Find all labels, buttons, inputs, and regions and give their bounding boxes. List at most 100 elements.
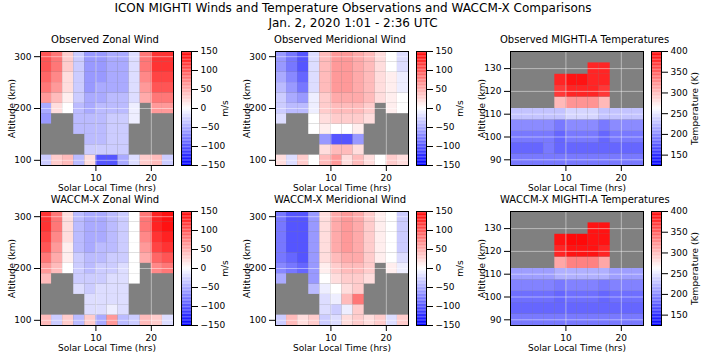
svg-text:300: 300 (671, 248, 688, 258)
svg-text:100: 100 (249, 315, 266, 325)
svg-text:−50: −50 (436, 282, 455, 292)
html-text:WACCM-X Meridional Wind: WACCM-X Meridional Wind (273, 194, 407, 205)
svg-text:300: 300 (671, 88, 688, 98)
svg-text:Solar Local Time (hrs): Solar Local Time (hrs) (293, 183, 391, 193)
svg-text:Solar Local Time (hrs): Solar Local Time (hrs) (528, 343, 626, 353)
svg-text:20: 20 (616, 173, 628, 183)
svg-text:−150: −150 (436, 160, 461, 170)
svg-text:10: 10 (90, 173, 102, 183)
svg-text:90: 90 (490, 155, 502, 165)
svg-text:m/s: m/s (220, 100, 230, 117)
svg-text:20: 20 (146, 173, 158, 183)
svg-text:10: 10 (560, 333, 572, 343)
svg-text:350: 350 (671, 227, 688, 237)
svg-text:Altitude (km): Altitude (km) (477, 79, 487, 138)
svg-text:−100: −100 (201, 141, 226, 151)
svg-text:400: 400 (671, 47, 688, 56)
svg-text:130: 130 (484, 223, 501, 233)
svg-text:110: 110 (484, 109, 501, 119)
svg-text:10: 10 (325, 333, 337, 343)
svg-text:150: 150 (436, 47, 453, 56)
svg-text:150: 150 (671, 150, 688, 160)
svg-text:−50: −50 (201, 122, 220, 132)
svg-text:20: 20 (381, 333, 393, 343)
svg-text:20: 20 (616, 333, 628, 343)
svg-text:90: 90 (490, 315, 502, 325)
html-text:WACCM-X MIGHTI-A Temperatures: WACCM-X MIGHTI-A Temperatures (500, 194, 670, 205)
svg-text:300: 300 (14, 212, 31, 222)
svg-text:−150: −150 (201, 160, 226, 170)
svg-text:−50: −50 (201, 282, 220, 292)
svg-text:0: 0 (436, 103, 442, 113)
svg-text:200: 200 (249, 103, 266, 113)
html-text:Jan. 2, 2020 1:01 - 2:36 UTC: Jan. 2, 2020 1:01 - 2:36 UTC (268, 16, 438, 30)
svg-text:200: 200 (671, 129, 688, 139)
svg-text:m/s: m/s (220, 260, 230, 277)
svg-text:100: 100 (436, 225, 453, 235)
svg-text:20: 20 (146, 333, 158, 343)
svg-text:10: 10 (560, 173, 572, 183)
svg-text:Altitude (km): Altitude (km) (242, 79, 252, 138)
svg-text:100: 100 (14, 315, 31, 325)
svg-text:200: 200 (14, 263, 31, 273)
svg-text:0: 0 (201, 103, 207, 113)
svg-text:250: 250 (671, 109, 688, 119)
svg-text:m/s: m/s (455, 100, 465, 117)
svg-text:Temperature (K): Temperature (K) (690, 232, 700, 306)
svg-text:150: 150 (201, 47, 218, 56)
html-text:WACCM-X Zonal Wind: WACCM-X Zonal Wind (50, 194, 160, 205)
html-text:Observed Meridional Wind: Observed Meridional Wind (274, 34, 406, 45)
svg-text:0: 0 (436, 263, 442, 273)
svg-text:Altitude (km): Altitude (km) (477, 239, 487, 298)
svg-text:120: 120 (484, 246, 501, 256)
svg-text:350: 350 (671, 67, 688, 77)
svg-text:m/s: m/s (455, 260, 465, 277)
svg-text:100: 100 (436, 65, 453, 75)
svg-text:200: 200 (249, 263, 266, 273)
svg-text:250: 250 (671, 269, 688, 279)
svg-text:130: 130 (484, 63, 501, 73)
svg-text:400: 400 (671, 207, 688, 216)
svg-text:100: 100 (484, 132, 501, 142)
svg-text:Altitude (km): Altitude (km) (7, 239, 17, 298)
svg-text:100: 100 (201, 65, 218, 75)
svg-text:100: 100 (14, 155, 31, 165)
html-text:Observed Zonal Wind: Observed Zonal Wind (51, 34, 159, 45)
svg-text:150: 150 (436, 207, 453, 216)
svg-text:200: 200 (14, 103, 31, 113)
svg-text:−100: −100 (436, 301, 461, 311)
svg-text:−150: −150 (201, 320, 226, 330)
svg-text:−150: −150 (436, 320, 461, 330)
svg-text:−50: −50 (436, 122, 455, 132)
svg-text:150: 150 (201, 207, 218, 216)
svg-text:100: 100 (249, 155, 266, 165)
svg-text:10: 10 (325, 173, 337, 183)
html-text:Observed MIGHTI-A Temperatures: Observed MIGHTI-A Temperatures (500, 34, 670, 45)
svg-text:10: 10 (90, 333, 102, 343)
svg-text:100: 100 (484, 292, 501, 302)
svg-text:−100: −100 (201, 301, 226, 311)
svg-text:−100: −100 (436, 141, 461, 151)
svg-text:50: 50 (201, 84, 213, 94)
svg-text:200: 200 (671, 289, 688, 299)
html-text:ICON MIGHTI Winds and Temperat: ICON MIGHTI Winds and Temperature Observ… (114, 1, 592, 15)
svg-text:150: 150 (671, 310, 688, 320)
svg-text:Temperature (K): Temperature (K) (690, 72, 700, 146)
svg-text:300: 300 (249, 52, 266, 62)
svg-text:Solar Local Time (hrs): Solar Local Time (hrs) (58, 343, 156, 353)
svg-text:110: 110 (484, 269, 501, 279)
svg-text:50: 50 (201, 244, 213, 254)
svg-text:Altitude (km): Altitude (km) (242, 239, 252, 298)
svg-text:Altitude (km): Altitude (km) (7, 79, 17, 138)
svg-text:Solar Local Time (hrs): Solar Local Time (hrs) (293, 343, 391, 353)
svg-text:Solar Local Time (hrs): Solar Local Time (hrs) (58, 183, 156, 193)
svg-text:120: 120 (484, 86, 501, 96)
svg-text:0: 0 (201, 263, 207, 273)
svg-text:300: 300 (14, 52, 31, 62)
svg-text:100: 100 (201, 225, 218, 235)
svg-text:50: 50 (436, 84, 448, 94)
svg-text:50: 50 (436, 244, 448, 254)
svg-text:Solar Local Time (hrs): Solar Local Time (hrs) (528, 183, 626, 193)
svg-text:20: 20 (381, 173, 393, 183)
svg-text:300: 300 (249, 212, 266, 222)
